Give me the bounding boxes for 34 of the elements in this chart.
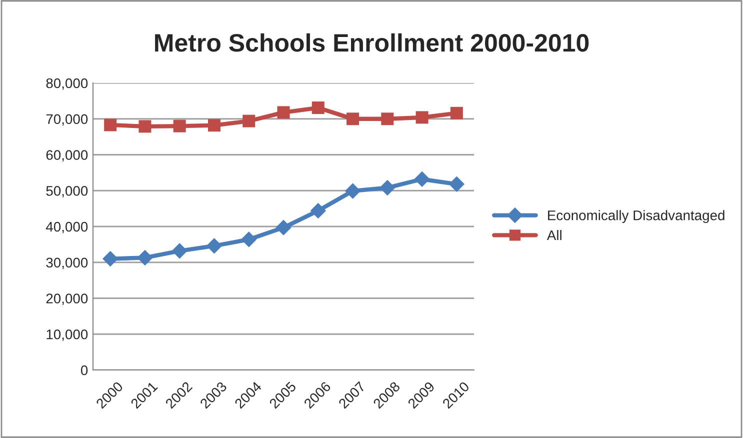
point	[206, 238, 222, 254]
y-tick-label: 20,000	[46, 294, 88, 306]
point	[208, 119, 220, 132]
point	[416, 111, 428, 124]
y-tick-label: 0	[80, 365, 88, 376]
point	[276, 220, 292, 236]
point	[312, 102, 324, 114]
y-tick-label: 50,000	[46, 186, 88, 198]
point	[241, 232, 257, 248]
legend-label: All	[546, 230, 562, 240]
point	[414, 171, 430, 187]
point	[137, 250, 153, 266]
chart-title: Metro Schools Enrollment 2000-2010	[155, 33, 589, 52]
y-tick-label: 80,000	[46, 78, 88, 90]
y-tick-label: 10,000	[46, 329, 88, 341]
point	[381, 112, 394, 126]
y-tick-label: 30,000	[46, 258, 88, 270]
point	[104, 118, 117, 132]
point	[346, 112, 360, 126]
y-tick-label: 70,000	[46, 114, 88, 126]
point	[173, 120, 186, 132]
point	[102, 250, 118, 267]
y-tick-label: 60,000	[46, 150, 88, 162]
point	[450, 106, 463, 120]
point	[380, 180, 396, 196]
point	[138, 120, 152, 133]
y-tick-label: 40,000	[46, 222, 88, 234]
point	[172, 243, 188, 259]
point	[242, 114, 256, 128]
legend-label: Economically Disadvantaged	[548, 210, 724, 224]
point	[277, 106, 290, 119]
point	[310, 202, 326, 219]
point	[344, 183, 361, 199]
point	[448, 176, 465, 192]
